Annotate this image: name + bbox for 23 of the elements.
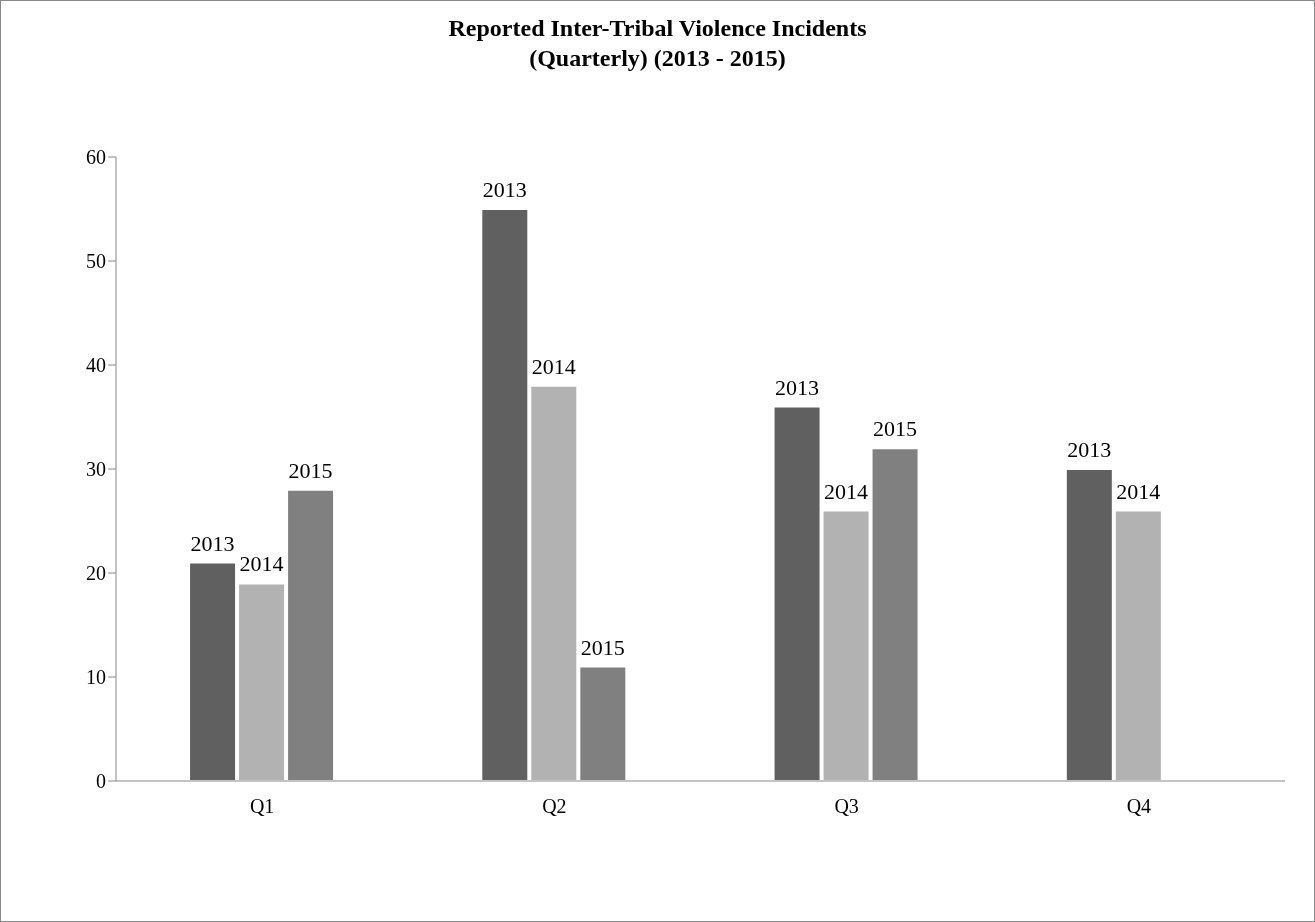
x-tick-label: Q3 [834,795,859,818]
y-tick-label: 10 [86,666,106,689]
text: 2014 [824,478,869,504]
series-label: 2014 [239,551,284,577]
y-tick-label: 50 [86,250,106,273]
text: 2014 [1116,478,1161,504]
text: 2015 [580,634,625,660]
x-tick-label: Q1 [249,795,275,818]
series-label: 2015 [288,457,333,483]
text: 2014 [531,353,576,379]
text: 2013 [1067,437,1112,462]
series-label: 2013 [190,530,235,556]
text: 2013 [482,177,527,202]
text: 2013 [775,374,820,400]
y-tick-label: 40 [86,354,106,377]
x-tick-label: Q2 [542,795,567,818]
y-tick-label: 20 [86,562,106,585]
y-tick-label: 30 [86,458,106,481]
y-tick-label: 60 [86,146,106,169]
x-tick-label: Q4 [1126,795,1152,818]
text: 2015 [873,416,918,442]
y-tick-label: 0 [96,770,106,793]
chart-title: Reported Inter-Tribal Violence Incidents (Quarterly) (2013 - 2015) [447,14,868,73]
